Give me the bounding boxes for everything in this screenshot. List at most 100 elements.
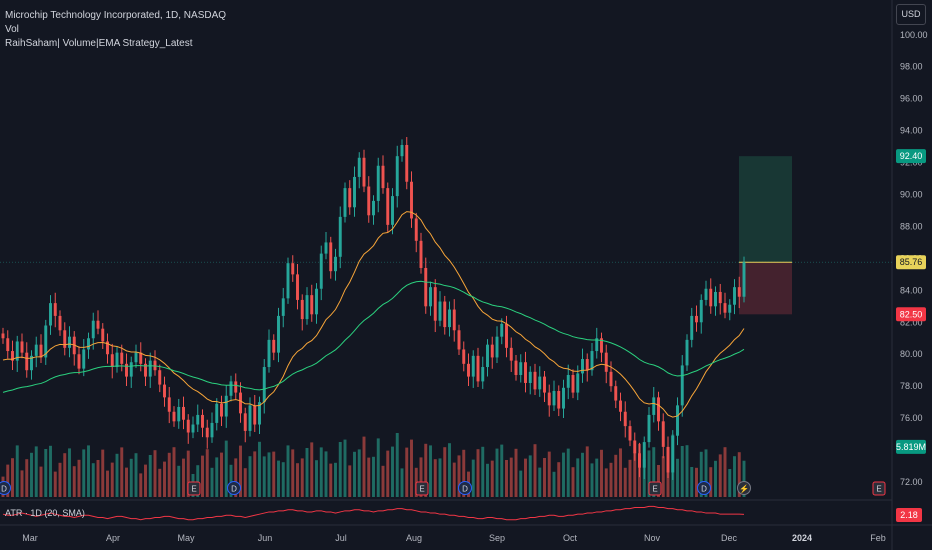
x-tick-label: Apr xyxy=(106,533,120,543)
candle-body xyxy=(414,218,418,241)
candle-body xyxy=(20,341,24,353)
candle-body xyxy=(77,354,81,369)
volume-bar xyxy=(144,464,147,497)
y-tick-label: 90.00 xyxy=(900,190,923,200)
candle-body xyxy=(448,309,451,328)
candle-body xyxy=(329,242,333,272)
y-tick-label: 94.00 xyxy=(900,126,923,136)
volume-bar xyxy=(737,452,741,497)
candle-body xyxy=(647,414,651,443)
volume-bar xyxy=(58,462,62,497)
candle-body xyxy=(182,406,185,420)
stop-price-label-bg xyxy=(896,307,926,322)
candle-body xyxy=(172,411,176,422)
candle-body xyxy=(476,355,480,382)
volume-bar xyxy=(338,442,342,497)
volume-bar xyxy=(53,471,57,497)
volume-bar xyxy=(296,463,299,497)
dividend-marker xyxy=(0,481,11,495)
candle-body xyxy=(680,365,684,406)
volume-bar xyxy=(253,451,257,497)
candle-body xyxy=(457,330,461,350)
candle-body xyxy=(728,304,732,313)
candle-body xyxy=(315,288,318,315)
candle-body xyxy=(538,376,542,390)
volume-bar xyxy=(628,459,632,497)
candle-body xyxy=(324,242,328,254)
candle-body xyxy=(733,287,736,305)
y-tick-label: 98.00 xyxy=(900,62,923,72)
volume-bar xyxy=(690,467,694,497)
lightning-glyph: ⚡ xyxy=(739,484,749,494)
candle-body xyxy=(205,427,209,438)
candle-body xyxy=(557,390,561,409)
candle-body xyxy=(372,200,375,216)
volume-bar xyxy=(248,456,252,497)
volume-bar xyxy=(125,467,128,497)
volume-bar xyxy=(429,445,432,497)
candle-body xyxy=(742,262,746,297)
candle-body xyxy=(505,323,508,348)
candle-body xyxy=(281,298,285,316)
x-tick-label: Mar xyxy=(22,533,38,543)
volume-bar xyxy=(419,457,423,497)
candle-body xyxy=(500,323,504,337)
volume-bar xyxy=(509,457,513,497)
candle-body xyxy=(110,354,114,368)
volume-bar xyxy=(319,447,323,497)
volume-bar xyxy=(410,439,413,497)
x-tick-label: Nov xyxy=(644,533,661,543)
volume-bar xyxy=(148,455,152,497)
candle-body xyxy=(30,355,33,371)
y-tick-label: 72.00 xyxy=(900,477,923,487)
candle-body xyxy=(391,196,394,225)
candle-body xyxy=(6,338,10,352)
candle-body xyxy=(362,157,366,187)
candle-body xyxy=(623,411,627,427)
candle-body xyxy=(467,363,470,377)
candle-body xyxy=(490,344,494,358)
volume-bar xyxy=(728,469,732,497)
event-marker-label: D xyxy=(701,485,707,494)
volume-bar xyxy=(424,443,428,497)
atr-value-bg xyxy=(896,508,922,522)
volume-bar xyxy=(471,459,475,497)
volume-bar xyxy=(229,464,233,497)
currency-button[interactable]: USD xyxy=(896,4,926,25)
candle-body xyxy=(144,363,147,377)
y-tick-label: 76.00 xyxy=(900,413,923,423)
candle-body xyxy=(11,351,14,361)
volume-bar xyxy=(300,458,304,497)
candle-body xyxy=(424,267,428,307)
volume-bar xyxy=(524,458,527,497)
volume-bar xyxy=(172,447,176,497)
volume-bar xyxy=(262,456,266,497)
candle-body xyxy=(258,402,261,425)
volume-bar xyxy=(661,456,665,497)
candle-body xyxy=(101,328,105,342)
candle-body xyxy=(661,421,665,447)
event-marker-label: D xyxy=(231,485,237,494)
candle-body xyxy=(229,381,233,396)
volume-bar xyxy=(201,455,204,497)
volume-bar xyxy=(96,460,100,497)
y-tick-label: 84.00 xyxy=(900,285,923,295)
volume-bar xyxy=(395,433,399,497)
volume-bar xyxy=(44,449,48,497)
candle-body xyxy=(376,165,380,201)
volume-bar xyxy=(163,461,166,497)
earnings-marker xyxy=(187,481,201,496)
event-marker-label: E xyxy=(191,485,196,494)
volume-bar xyxy=(258,441,261,497)
volume-bar xyxy=(566,448,570,497)
volume-bar xyxy=(357,449,361,497)
volume-bar xyxy=(139,473,143,497)
candle-body xyxy=(438,301,442,321)
volume-bar xyxy=(723,447,727,497)
volume-bar xyxy=(448,443,451,497)
volume-bar xyxy=(462,449,466,497)
candle-body xyxy=(699,299,703,323)
volume-bar xyxy=(481,446,485,497)
volume-bar xyxy=(82,449,86,497)
